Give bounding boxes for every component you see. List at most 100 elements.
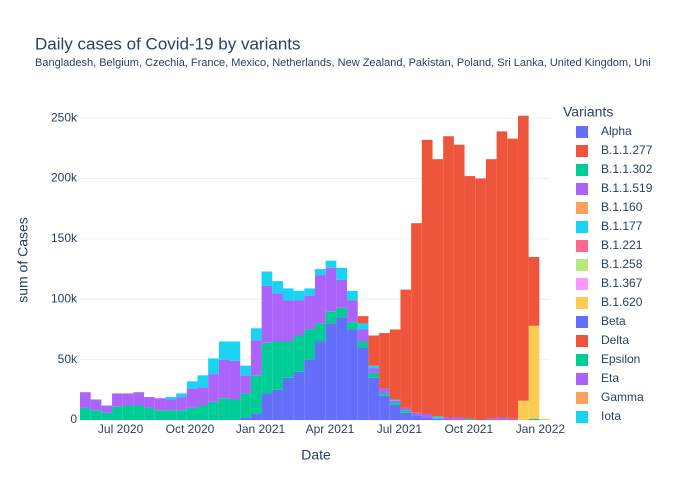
bar-segment (411, 223, 422, 413)
bar-segment (133, 392, 145, 406)
bar-segment (528, 256, 540, 326)
y-tick-label: 150k (51, 231, 78, 245)
bar-segment (272, 281, 283, 294)
bar-segment (325, 323, 337, 420)
bar-segment (336, 307, 348, 318)
bar-segment (304, 288, 315, 296)
bar-segment (282, 300, 294, 342)
legend-label[interactable]: Iota (601, 409, 621, 423)
bar-segment (315, 323, 326, 342)
legend-swatch[interactable] (576, 164, 588, 176)
legend-swatch[interactable] (576, 126, 588, 138)
bar-segment (101, 412, 113, 420)
bar-segment (240, 365, 251, 376)
bar-segment (197, 375, 209, 388)
bar-segment (379, 388, 390, 394)
x-tick-label: Oct 2020 (166, 422, 215, 436)
legend-swatch[interactable] (576, 335, 588, 347)
bar-segment (250, 375, 262, 414)
legend-swatch[interactable] (576, 411, 588, 423)
bar-segment (528, 325, 540, 419)
legend-label[interactable]: B.1.177 (601, 219, 643, 233)
bar-segment (464, 176, 476, 419)
bar-segment (154, 398, 166, 411)
legend-label[interactable]: B.1.221 (601, 238, 643, 252)
legend-label[interactable]: B.1.258 (601, 257, 643, 271)
bar-segment (176, 393, 187, 398)
legend-label[interactable]: B.1.160 (601, 200, 643, 214)
legend-label[interactable]: Epsilon (601, 352, 640, 366)
bar-segment (229, 341, 241, 361)
bar-segment (304, 295, 315, 330)
bar-segment (400, 289, 412, 408)
legend-swatch[interactable] (576, 354, 588, 366)
bar-segment (421, 413, 433, 418)
legend-swatch[interactable] (576, 373, 588, 385)
x-tick-label: Jan 2021 (236, 422, 286, 436)
legend-label[interactable]: Eta (601, 371, 619, 385)
bar-segment (186, 407, 198, 420)
legend-label[interactable]: B.1.367 (601, 276, 643, 290)
x-axis-title: Date (301, 447, 331, 463)
bar-segment (496, 417, 508, 420)
legend-swatch[interactable] (576, 221, 588, 233)
bar-segment (144, 407, 155, 420)
legend-swatch[interactable] (576, 240, 588, 252)
bar-segment (208, 401, 219, 420)
legend-label[interactable]: Delta (601, 333, 629, 347)
bar-segment (357, 341, 369, 348)
bar-segment (250, 328, 262, 341)
legend-swatch[interactable] (576, 259, 588, 271)
legend-swatch[interactable] (576, 392, 588, 404)
bar-segment (507, 418, 518, 420)
bar-segment (250, 413, 262, 420)
bar-segment (411, 415, 422, 420)
legend-label[interactable]: Gamma (601, 390, 644, 404)
bar-segment (517, 115, 529, 401)
legend-label[interactable]: B.1.1.519 (601, 181, 653, 195)
legend-swatch[interactable] (576, 297, 588, 309)
bar-segment (218, 398, 230, 420)
legend-label[interactable]: B.1.620 (601, 295, 643, 309)
chart-title: Daily cases of Covid-19 by variants (35, 34, 301, 53)
bar-segment (389, 403, 401, 406)
bar-segment (261, 342, 273, 394)
bar-segment (208, 358, 219, 375)
bar-segment (315, 269, 326, 276)
bar-segment (400, 410, 412, 413)
legend-label[interactable]: B.1.1.302 (601, 162, 653, 176)
legend-swatch[interactable] (576, 202, 588, 214)
legend-label[interactable]: Beta (601, 314, 626, 328)
bar-segment (293, 335, 305, 372)
bar-segment (90, 399, 102, 411)
bar-segment (122, 393, 134, 406)
bar-segment (315, 275, 326, 324)
bar-segment (261, 285, 273, 343)
bar-segment (357, 323, 369, 330)
bar-segment (218, 341, 230, 360)
bar-segment (240, 417, 251, 420)
bar-segment (485, 418, 497, 420)
legend-swatch[interactable] (576, 316, 588, 328)
y-axis-title: sum of Cases (15, 217, 31, 303)
bar-segment (112, 393, 123, 407)
bar-segment (379, 393, 390, 396)
bar-segment (528, 418, 540, 420)
bar-segment (357, 347, 369, 420)
x-tick-label: Apr 2021 (306, 422, 355, 436)
bar-segment (261, 393, 273, 420)
bar-segment (272, 341, 283, 390)
bar-segment (453, 144, 465, 418)
legend-swatch[interactable] (576, 278, 588, 290)
x-tick-label: Oct 2021 (444, 422, 493, 436)
legend-label[interactable]: Alpha (601, 124, 632, 138)
legend-swatch[interactable] (576, 145, 588, 157)
bar-segment (261, 271, 273, 286)
bar-segment (347, 322, 358, 330)
bar-segment (282, 288, 294, 301)
bar-segment (197, 405, 209, 420)
bar-segment (154, 410, 166, 420)
legend-label[interactable]: B.1.1.277 (601, 143, 653, 157)
legend-swatch[interactable] (576, 183, 588, 195)
